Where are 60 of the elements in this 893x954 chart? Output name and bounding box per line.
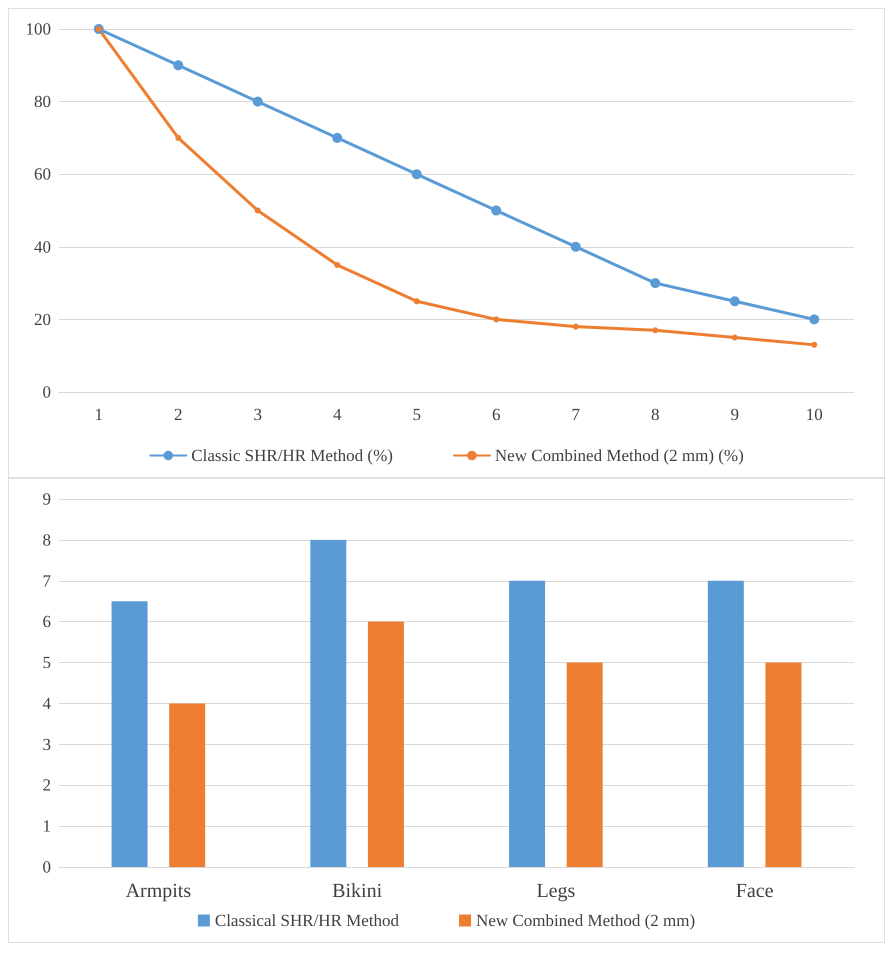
y-tick-label: 40 (34, 237, 51, 256)
y-tick-label: 2 (42, 776, 51, 795)
legend-label: Classic SHR/HR Method (%) (191, 446, 393, 465)
point (412, 169, 422, 180)
y-tick-label: 9 (42, 490, 51, 508)
x-tick-label: 2 (174, 405, 182, 424)
point (173, 60, 184, 70)
y-tick-label: 1 (42, 816, 51, 836)
point (809, 314, 820, 324)
x-tick-label: 10 (806, 405, 823, 424)
bar (708, 580, 744, 867)
point (650, 278, 660, 288)
y-tick-label: 7 (42, 571, 52, 590)
bar (112, 601, 148, 867)
point (332, 132, 342, 143)
point (491, 206, 502, 216)
point (252, 96, 263, 107)
y-tick-label: 100 (26, 20, 51, 38)
x-tick-label: Bikini (332, 880, 383, 902)
bar (566, 662, 603, 867)
x-tick-label: 7 (572, 405, 580, 424)
x-tick-label: 1 (94, 405, 103, 424)
point (652, 327, 658, 334)
point (414, 298, 420, 304)
x-tick-label: 3 (254, 405, 262, 424)
legend-label: Classical SHR/HR Method (214, 911, 400, 930)
y-tick-label: 5 (42, 653, 51, 672)
legend-label: New Combined Method (2 mm) (%) (494, 446, 744, 465)
y-tick-label: 0 (42, 382, 51, 402)
y-tick-label: 20 (34, 310, 51, 329)
y-tick-label: 60 (34, 164, 51, 184)
point (175, 134, 182, 141)
y-tick-label: 3 (42, 734, 51, 754)
x-tick-label: Legs (536, 880, 576, 902)
point (730, 296, 740, 306)
x-tick-label: 8 (651, 405, 660, 424)
point (493, 316, 500, 322)
point (732, 334, 738, 341)
bar (368, 622, 404, 867)
y-tick-label: 80 (34, 92, 51, 112)
x-tick-label: 4 (333, 405, 342, 424)
y-tick-label: 8 (42, 530, 51, 550)
point (334, 262, 340, 268)
bar (169, 703, 206, 867)
bar (765, 662, 802, 867)
x-tick-label: 5 (412, 405, 421, 424)
x-tick-label: Armpits (126, 880, 192, 902)
y-tick-label: 0 (42, 858, 51, 876)
point (254, 208, 261, 214)
point (570, 242, 581, 252)
x-tick-label: 9 (730, 405, 739, 424)
y-tick-label: 6 (42, 612, 51, 632)
point (811, 342, 818, 348)
bar (509, 580, 546, 867)
legend-label: New Combined Method (2 mm) (476, 911, 696, 930)
y-tick-label: 4 (42, 694, 52, 713)
point (572, 324, 579, 330)
x-tick-label: Face (736, 880, 774, 902)
x-tick-label: 6 (492, 405, 500, 424)
bar (310, 540, 346, 867)
